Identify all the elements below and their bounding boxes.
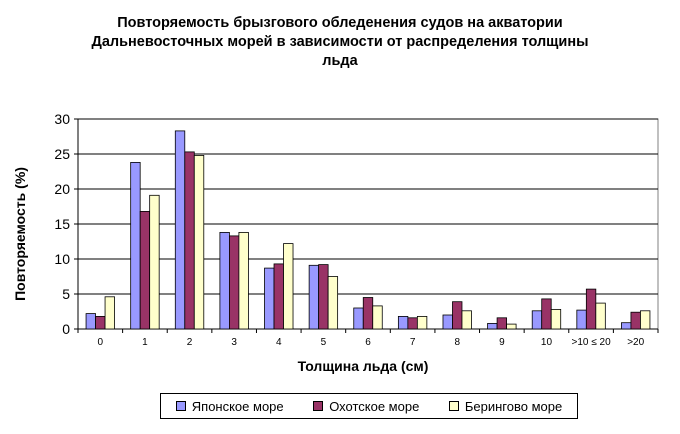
bar (130, 161, 141, 330)
y-tick-label: 5 (62, 286, 70, 302)
bar (362, 297, 374, 330)
x-tick-label: 2 (187, 337, 193, 348)
bar (461, 310, 472, 330)
bar (174, 130, 186, 330)
legend-swatch-bering-sea (448, 401, 459, 411)
bar (193, 154, 205, 330)
bar (407, 317, 418, 330)
legend-label-japan-sea: Японское море (191, 398, 284, 414)
chart-title: Повторяемость брызгового обледенения суд… (40, 14, 640, 71)
bar (541, 298, 552, 330)
x-tick-label: 10 (541, 337, 553, 348)
legend-item-japan-sea: Японское море (175, 398, 284, 414)
x-tick-label: 1 (142, 337, 148, 348)
y-tick-label: 0 (62, 321, 70, 337)
x-tick-label: >10 ≤ 20 (572, 337, 612, 348)
x-tick-label: 5 (321, 337, 327, 348)
bar (184, 151, 195, 330)
x-tick-label: 7 (410, 337, 416, 348)
chart-title-line-1: Повторяемость брызгового обледенения суд… (117, 15, 563, 31)
bar (308, 264, 320, 330)
bar (416, 315, 428, 330)
bar (640, 310, 651, 330)
bar (283, 243, 294, 330)
bar (85, 313, 96, 330)
bar (95, 315, 106, 330)
legend-label-okhotsk-sea: Охотское море (329, 398, 420, 414)
bar (139, 210, 151, 330)
legend-item-bering-sea: Берингово море (448, 398, 563, 414)
bar (496, 317, 507, 330)
bar (621, 322, 632, 330)
x-tick-label: 4 (276, 337, 282, 348)
bar (397, 315, 409, 330)
x-axis-title: Толщина льда (см) (298, 358, 429, 374)
bar (506, 323, 517, 330)
bar (273, 263, 284, 330)
legend-swatch-japan-sea (175, 401, 186, 411)
y-tick-label: 10 (54, 251, 70, 267)
bar (372, 305, 383, 330)
bar (238, 231, 249, 330)
bar (318, 264, 329, 330)
legend: Японское море Охотское море Берингово мо… (160, 393, 578, 419)
bar (442, 314, 453, 330)
bar (264, 267, 275, 330)
y-axis-title: Повторяемость (%) (12, 167, 28, 301)
x-tick-label: 0 (98, 337, 104, 348)
y-tick-label: 15 (54, 216, 70, 232)
bar (550, 308, 562, 330)
bar (576, 309, 587, 330)
bar (452, 301, 463, 330)
x-tick-label: >20 (627, 337, 644, 348)
bar (219, 231, 230, 330)
y-tick-label: 25 (54, 146, 70, 162)
bar (229, 235, 240, 330)
chart-title-line-3: льда (322, 53, 358, 69)
x-tick-label: 8 (454, 337, 460, 348)
bar (531, 310, 543, 330)
x-tick-label: 9 (499, 337, 505, 348)
bar (487, 322, 498, 330)
bar (353, 307, 364, 330)
bar (585, 288, 597, 330)
y-tick-label: 30 (54, 111, 70, 127)
bar (104, 296, 115, 330)
bar (595, 302, 606, 330)
y-tick-label: 20 (54, 181, 70, 197)
bar (149, 194, 160, 330)
x-tick-label: 6 (365, 337, 371, 348)
bar (630, 311, 641, 330)
legend-item-okhotsk-sea: Охотское море (313, 399, 419, 414)
x-tick-label: 3 (231, 337, 237, 348)
legend-label-bering-sea: Берингово море (464, 398, 563, 414)
legend-swatch-okhotsk-sea (313, 401, 324, 411)
chart-title-line-2: Дальневосточных морей в зависимости от р… (91, 34, 589, 50)
bar (327, 276, 339, 330)
